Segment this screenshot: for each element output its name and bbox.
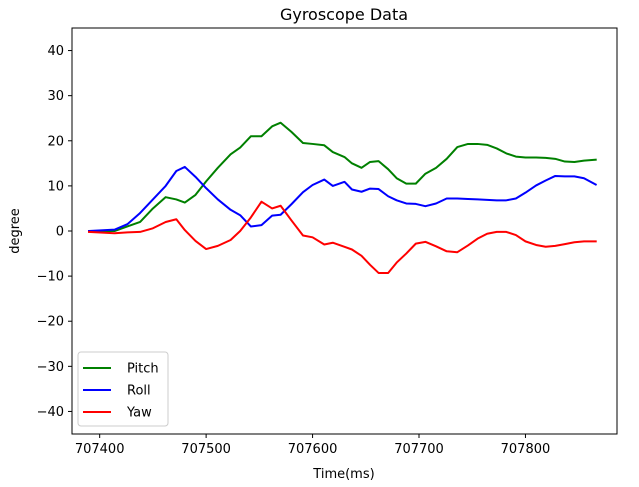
series-layer: [87, 121, 598, 274]
y-tick-label: −20: [37, 315, 64, 330]
y-tick-label: −30: [37, 360, 64, 375]
y-tick-label: 40: [47, 44, 64, 59]
y-tick-label: 30: [47, 89, 64, 104]
y-tick-label: 10: [47, 179, 64, 194]
x-tick-label: 707800: [501, 442, 551, 457]
x-tick-label: 707700: [394, 442, 444, 457]
y-tick-label: 0: [56, 225, 64, 240]
x-tick-label: 707400: [75, 442, 125, 457]
x-axis-ticks: 707400 707500 707600 707700 707800: [75, 434, 550, 457]
legend-items: Pitch Roll Yaw: [83, 362, 159, 421]
legend-label-yaw: Yaw: [126, 406, 152, 421]
y-tick-label: −10: [37, 270, 64, 285]
x-tick-label: 707600: [288, 442, 338, 457]
chart-title: Gyroscope Data: [280, 5, 408, 24]
series-line-yaw: [87, 200, 597, 274]
y-axis-ticks: −40 −30 −20 −10 0 10 20 30 40: [37, 44, 72, 420]
x-tick-label: 707500: [181, 442, 231, 457]
y-tick-label: 20: [47, 134, 64, 149]
y-tick-label: −40: [37, 405, 64, 420]
plot-frame: [71, 27, 618, 435]
legend-label-roll: Roll: [127, 384, 151, 399]
x-axis-title: Time(ms): [312, 467, 374, 482]
series-line-pitch: [88, 121, 597, 232]
y-axis-title: degree: [8, 208, 23, 254]
series-line-roll: [87, 165, 598, 233]
legend-box: [77, 351, 169, 427]
legend-label-pitch: Pitch: [127, 362, 159, 377]
legend: Pitch Roll Yaw: [77, 351, 169, 427]
